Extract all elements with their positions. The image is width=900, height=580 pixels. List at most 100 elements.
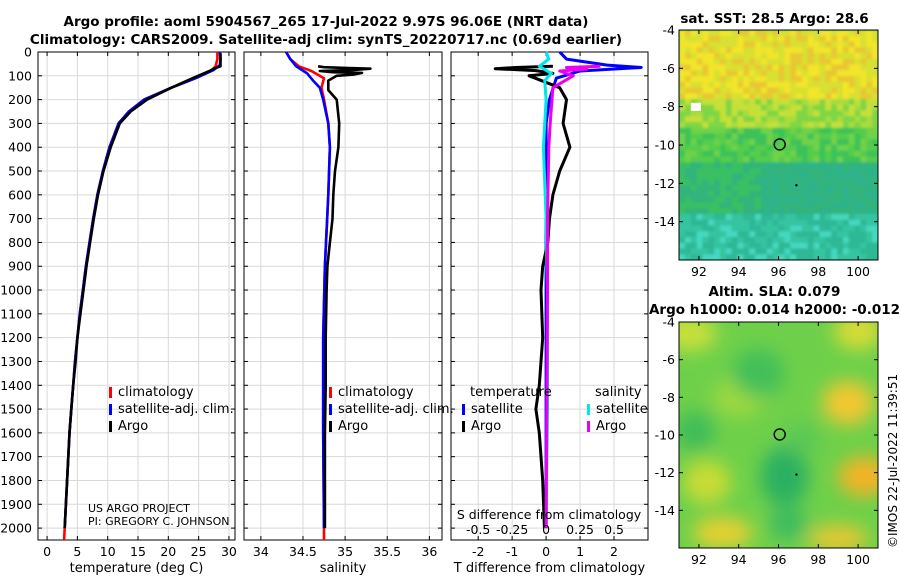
- map-cell: [684, 70, 692, 77]
- map-cell: [866, 116, 873, 123]
- map-cell: [696, 191, 704, 198]
- legend-label: climatology: [338, 385, 414, 400]
- map-cell: [854, 231, 862, 238]
- map-cell: [737, 81, 744, 89]
- map-cell: [796, 202, 803, 209]
- legend-swatch: [329, 404, 332, 415]
- map-cell: [684, 127, 692, 135]
- map-cell: [831, 139, 838, 146]
- map-cell: [708, 70, 715, 77]
- map-cell: [714, 70, 721, 77]
- map-cell: [737, 231, 744, 238]
- map-cell: [807, 127, 815, 135]
- map-cell: [702, 70, 709, 77]
- map-cell: [737, 41, 744, 48]
- map-cell: [684, 219, 692, 227]
- map-cell: [720, 116, 727, 123]
- map-cell: [848, 179, 856, 186]
- map-cell: [766, 150, 774, 158]
- map-cell: [702, 122, 709, 129]
- panel-salinity: 34 34.5 35 35.5 36 salinity: [243, 51, 443, 576]
- map-cell: [872, 127, 878, 135]
- y-tick-label: 700: [8, 211, 32, 226]
- map-cell: [854, 99, 862, 106]
- map-cell: [743, 179, 750, 186]
- map-cell: [749, 87, 756, 94]
- map-cell: [766, 156, 774, 163]
- map-cell: [725, 47, 733, 54]
- map-cell: [860, 208, 867, 215]
- map-cell: [696, 41, 704, 48]
- map-cell: [731, 87, 739, 94]
- map-cell: [848, 214, 856, 221]
- map-cell: [866, 231, 873, 238]
- map-cell: [708, 76, 715, 83]
- map-cell: [842, 99, 850, 106]
- map-cell: [749, 139, 756, 146]
- map-cell: [696, 133, 704, 140]
- map-cell: [772, 116, 780, 123]
- map-cell: [807, 35, 815, 43]
- map-cell: [784, 99, 791, 106]
- map-cell: [737, 93, 744, 100]
- map-cell: [684, 41, 692, 48]
- map-cell: [749, 30, 756, 37]
- map-cell: [872, 104, 878, 112]
- map-cell: [679, 116, 686, 123]
- map-cell: [679, 81, 686, 89]
- x-tick-label: -1: [506, 544, 518, 559]
- map-cell: [825, 208, 832, 215]
- map-cell: [679, 237, 686, 244]
- map-cell: [825, 30, 832, 37]
- map-cell: [720, 133, 727, 140]
- map-cell: [831, 122, 838, 129]
- map-cell: [720, 156, 727, 163]
- map-cell: [848, 225, 856, 232]
- map-cell: [679, 254, 686, 260]
- map-cell: [755, 248, 762, 255]
- map-cell: [760, 58, 768, 66]
- map-cell: [854, 93, 862, 100]
- map-cell: [848, 99, 856, 106]
- map-cell: [731, 237, 739, 244]
- map-cell: [720, 93, 727, 100]
- map-cell: [813, 202, 821, 209]
- map-cell: [720, 70, 727, 77]
- map-cell: [807, 81, 815, 89]
- map-cell: [872, 47, 878, 54]
- map-cell: [860, 99, 867, 106]
- map-cell: [801, 168, 809, 175]
- map-cell: [796, 208, 803, 215]
- map-cell: [679, 248, 686, 255]
- map-cell: [679, 214, 686, 221]
- map-cell: [813, 53, 821, 60]
- map-cell: [760, 196, 768, 204]
- map-cell: [760, 81, 768, 89]
- map-cell: [720, 208, 727, 215]
- map-cell: [807, 104, 815, 112]
- map-cell: [819, 139, 826, 146]
- map-cell: [760, 202, 768, 209]
- map-cell: [714, 237, 721, 244]
- map-cell: [696, 248, 704, 255]
- x-tick-label: 0: [43, 544, 51, 559]
- map-cell: [842, 104, 850, 112]
- map-cell: [760, 179, 768, 186]
- map-cell: [725, 219, 733, 227]
- map-cell: [848, 127, 856, 135]
- map-cell: [819, 214, 826, 221]
- map-cell: [784, 150, 791, 158]
- map-cell: [872, 168, 878, 175]
- map-cell: [790, 139, 797, 146]
- map-cell: [842, 237, 850, 244]
- map-cell: [708, 219, 715, 227]
- map-cell: [801, 70, 809, 77]
- map-cell: [702, 104, 709, 112]
- map-cell: [848, 168, 856, 175]
- map-cell: [825, 185, 832, 192]
- map-cell: [801, 35, 809, 43]
- map-cell: [702, 99, 709, 106]
- map-cell: [714, 76, 721, 83]
- x-tick-label-s: 0.25: [566, 522, 594, 537]
- y-tick-label: 200: [8, 92, 32, 107]
